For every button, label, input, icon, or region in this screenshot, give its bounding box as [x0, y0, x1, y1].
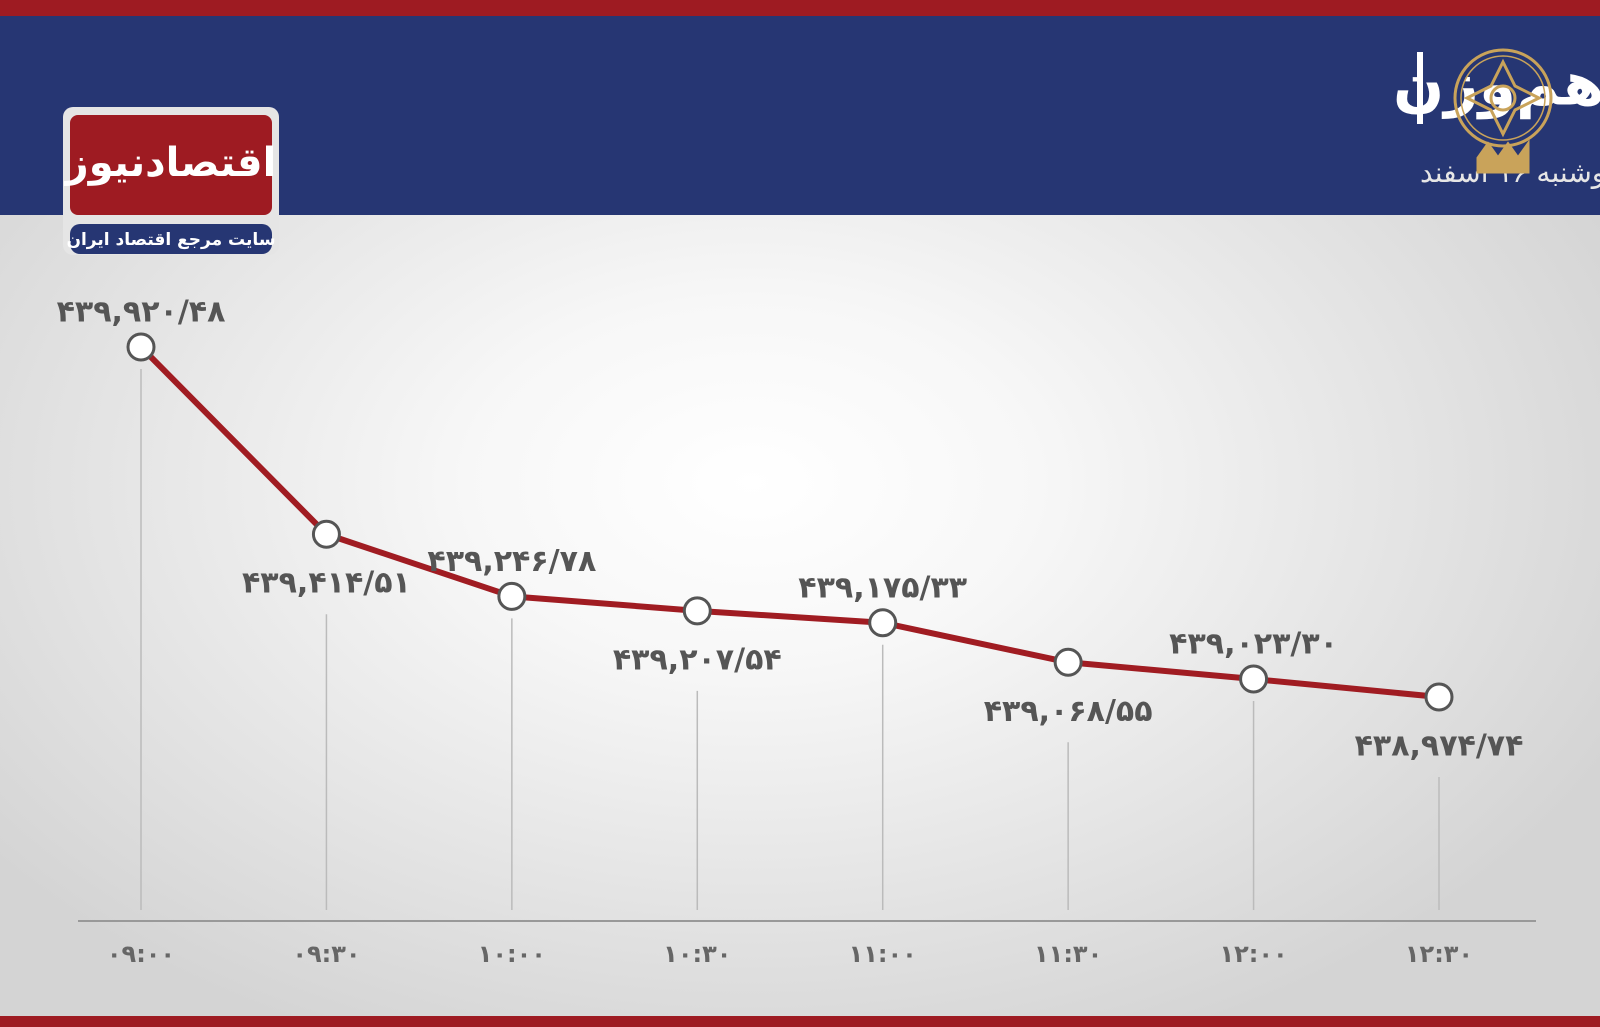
data-label: ۴۳۹,۲۰۷/۵۴: [613, 642, 782, 677]
data-label: ۴۳۸,۹۷۴/۷۴: [1355, 729, 1524, 764]
data-point: [682, 596, 712, 626]
data-point: [1053, 647, 1083, 677]
data-label: ۴۳۹,۲۴۶/۷۸: [427, 544, 596, 579]
x-tick-label: ۰۹:۳۰: [292, 940, 360, 968]
data-point: [311, 519, 341, 549]
x-tick-label: ۱۰:۳۰: [663, 940, 731, 968]
title-divider: [1417, 52, 1423, 124]
data-label: ۴۳۹,۴۱۴/۵۱: [242, 566, 411, 601]
data-point: [497, 581, 527, 611]
x-tick-label: ۱۲:۰۰: [1219, 940, 1287, 968]
bottom-band: [0, 1016, 1600, 1027]
data-label: ۴۳۹,۹۲۰/۴۸: [57, 295, 226, 330]
x-tick-label: ۱۲:۳۰: [1405, 940, 1473, 968]
x-tick-label: ۱۱:۳۰: [1034, 940, 1102, 968]
data-label: ۴۳۹,۰۲۳/۳۰: [1169, 627, 1338, 662]
line-series: [138, 344, 1440, 700]
data-point: [1424, 682, 1454, 712]
data-label: ۴۳۹,۰۶۸/۵۵: [984, 694, 1153, 729]
x-tick-label: ۰۹:۰۰: [107, 940, 175, 968]
logo-name: اقتصادنیوز: [64, 140, 277, 186]
data-point: [1239, 664, 1269, 694]
data-point: [126, 332, 156, 362]
data-point: [868, 608, 898, 638]
x-tick-label: ۱۱:۰۰: [849, 940, 917, 968]
data-label: ۴۳۹,۱۷۵/۳۳: [798, 570, 967, 605]
emblem: [1453, 48, 1553, 174]
top-band: [0, 0, 1600, 16]
logo-tagline: سایت مرجع اقتصاد ایران: [66, 230, 275, 250]
x-tick-label: ۱۰:۰۰: [478, 940, 546, 968]
logo: اقتصادنیوز سایت مرجع اقتصاد ایران: [63, 107, 279, 255]
